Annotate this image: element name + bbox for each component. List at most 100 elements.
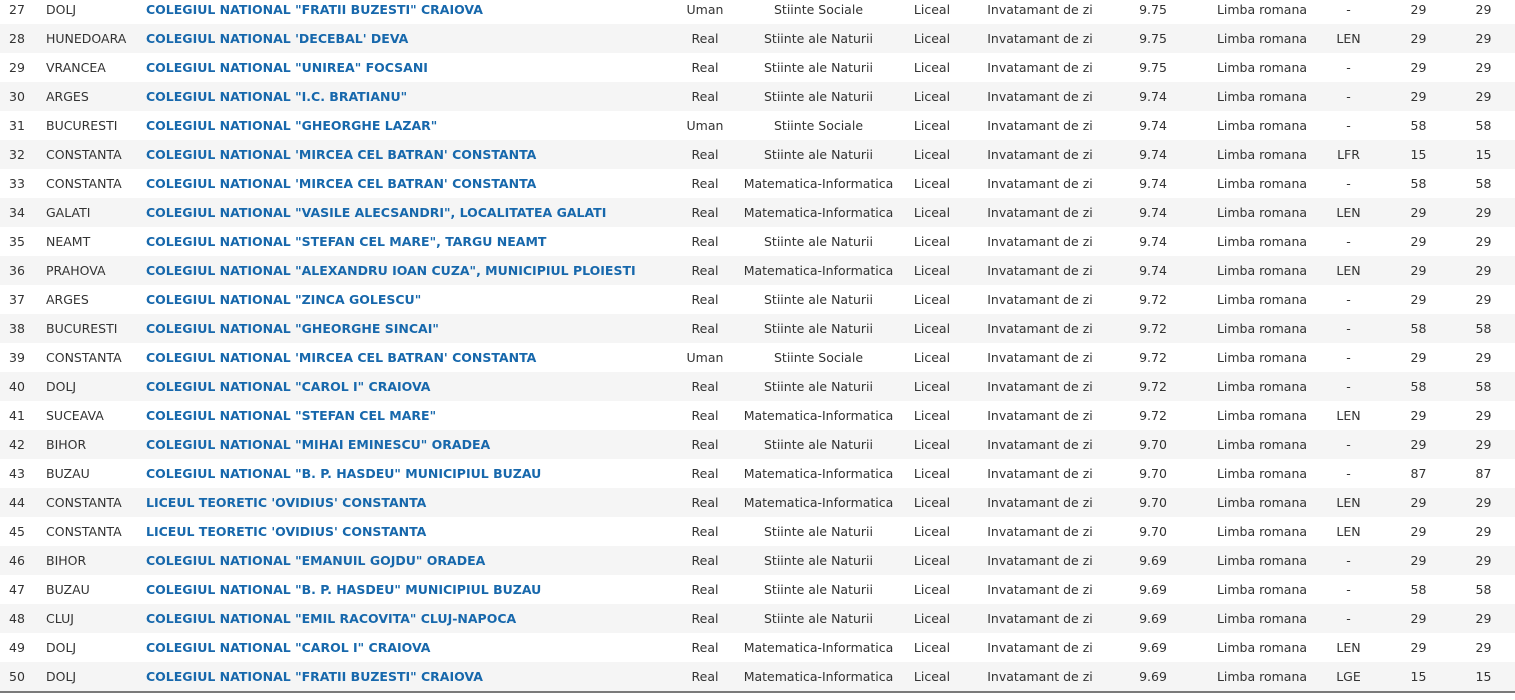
school-link[interactable]: COLEGIUL NATIONAL "MIHAI EMINESCU" ORADE… [146,437,491,452]
cell-level: Liceal [913,553,951,568]
cell-rank: 37 [9,292,25,307]
cell-county: HUNEDOARA [46,31,127,46]
cell-school: COLEGIUL NATIONAL "STEFAN CEL MARE", TAR… [138,227,651,256]
school-link[interactable]: COLEGIUL NATIONAL 'MIRCEA CEL BATRAN' CO… [146,350,537,365]
cell-grade: 9.69 [1139,611,1167,626]
cell-grade: 9.72 [1139,408,1167,423]
cell-level: Liceal [913,582,951,597]
cell-level: Liceal [913,408,951,423]
school-link[interactable]: COLEGIUL NATIONAL "GHEORGHE LAZAR" [146,118,438,133]
cell-profile: Real [691,263,719,278]
cell-school: COLEGIUL NATIONAL "EMIL RACOVITA" CLUJ-N… [138,604,651,633]
cell-rank: 38 [9,321,25,336]
cell-rank: 39 [9,350,25,365]
cell-grade: 9.74 [1139,205,1167,220]
school-link[interactable]: COLEGIUL NATIONAL "EMIL RACOVITA" CLUJ-N… [146,611,517,626]
cell-school: COLEGIUL NATIONAL "B. P. HASDEU" MUNICIP… [138,459,651,488]
cell-profile: Uman [686,350,724,365]
table-row: 49 DOLJ COLEGIUL NATIONAL "CAROL I" CRAI… [0,633,1515,662]
cell-bilingual-code: LGE [1336,669,1361,684]
cell-specialization: Stiinte ale Naturii [764,31,873,46]
cell-profile: Real [691,60,719,75]
school-link[interactable]: COLEGIUL NATIONAL "CAROL I" CRAIOVA [146,640,431,655]
cell-school: COLEGIUL NATIONAL "ALEXANDRU IOAN CUZA",… [138,256,651,285]
cell-county: BIHOR [46,553,87,568]
cell-county: DOLJ [46,640,77,655]
cell-school: COLEGIUL NATIONAL 'MIRCEA CEL BATRAN' CO… [138,140,651,169]
cell-county: CONSTANTA [46,524,122,539]
cell-grade: 9.70 [1139,437,1167,452]
table-row: 44 CONSTANTA LICEUL TEORETIC 'OVIDIUS' C… [0,488,1515,517]
cell-rank: 40 [9,379,25,394]
table-row: 37 ARGES COLEGIUL NATIONAL "ZINCA GOLESC… [0,285,1515,314]
school-link[interactable]: COLEGIUL NATIONAL "FRATII BUZESTI" CRAIO… [146,669,483,684]
school-link[interactable]: COLEGIUL NATIONAL "GHEORGHE SINCAI" [146,321,439,336]
cell-school: COLEGIUL NATIONAL "CAROL I" CRAIOVA [138,372,651,401]
school-link[interactable]: COLEGIUL NATIONAL "B. P. HASDEU" MUNICIP… [146,582,542,597]
cell-admitted: 58 [1475,379,1492,394]
cell-level: Liceal [913,321,951,336]
cell-school: COLEGIUL NATIONAL "STEFAN CEL MARE" [138,401,651,430]
school-link[interactable]: COLEGIUL NATIONAL "CAROL I" CRAIOVA [146,379,431,394]
cell-admitted: 29 [1475,263,1492,278]
cell-school: COLEGIUL NATIONAL 'MIRCEA CEL BATRAN' CO… [138,343,651,372]
cell-profile: Real [691,31,719,46]
cell-specialization: Stiinte ale Naturii [764,60,873,75]
cell-bilingual-code: LEN [1336,640,1361,655]
school-link[interactable]: COLEGIUL NATIONAL "I.C. BRATIANU" [146,89,408,104]
cell-profile: Real [691,582,719,597]
table-row: 30 ARGES COLEGIUL NATIONAL "I.C. BRATIAN… [0,82,1515,111]
cell-admitted: 29 [1475,350,1492,365]
cell-form: Invatamant de zi [987,408,1093,423]
cell-profile: Real [691,466,719,481]
table-row: 42 BIHOR COLEGIUL NATIONAL "MIHAI EMINES… [0,430,1515,459]
school-link[interactable]: COLEGIUL NATIONAL "ALEXANDRU IOAN CUZA",… [146,263,636,278]
cell-specialization: Stiinte ale Naturii [764,147,873,162]
school-link[interactable]: COLEGIUL NATIONAL "FRATII BUZESTI" CRAIO… [146,2,483,17]
cell-form: Invatamant de zi [987,350,1093,365]
cell-admitted: 29 [1475,553,1492,568]
school-link[interactable]: COLEGIUL NATIONAL "STEFAN CEL MARE", TAR… [146,234,547,249]
cell-grade: 9.69 [1139,669,1167,684]
cell-level: Liceal [913,234,951,249]
cell-language: Limba romana [1216,234,1308,249]
cell-specialization: Matematica-Informatica [743,669,894,684]
school-link[interactable]: COLEGIUL NATIONAL "EMANUIL GOJDU" ORADEA [146,553,486,568]
school-link[interactable]: COLEGIUL NATIONAL 'MIRCEA CEL BATRAN' CO… [146,176,537,191]
school-link[interactable]: COLEGIUL NATIONAL 'MIRCEA CEL BATRAN' CO… [146,147,537,162]
school-link[interactable]: COLEGIUL NATIONAL "VASILE ALECSANDRI", L… [146,205,607,220]
school-link[interactable]: COLEGIUL NATIONAL "ZINCA GOLESCU" [146,292,422,307]
cell-school: COLEGIUL NATIONAL "CAROL I" CRAIOVA [138,633,651,662]
table-row: 45 CONSTANTA LICEUL TEORETIC 'OVIDIUS' C… [0,517,1515,546]
school-link[interactable]: COLEGIUL NATIONAL 'DECEBAL' DEVA [146,31,409,46]
school-link[interactable]: LICEUL TEORETIC 'OVIDIUS' CONSTANTA [146,524,427,539]
cell-specialization: Matematica-Informatica [743,466,894,481]
school-link[interactable]: COLEGIUL NATIONAL "UNIREA" FOCSANI [146,60,428,75]
table-row: 35 NEAMT COLEGIUL NATIONAL "STEFAN CEL M… [0,227,1515,256]
cell-bilingual-code: - [1346,176,1351,191]
cell-school: LICEUL TEORETIC 'OVIDIUS' CONSTANTA [138,517,651,546]
cell-admitted: 58 [1475,321,1492,336]
table-row: 40 DOLJ COLEGIUL NATIONAL "CAROL I" CRAI… [0,372,1515,401]
cell-form: Invatamant de zi [987,495,1093,510]
school-link[interactable]: COLEGIUL NATIONAL "B. P. HASDEU" MUNICIP… [146,466,542,481]
cell-rank: 47 [9,582,25,597]
cell-profile: Real [691,611,719,626]
cell-admitted: 29 [1475,611,1492,626]
cell-seats: 29 [1410,2,1427,17]
school-link[interactable]: COLEGIUL NATIONAL "STEFAN CEL MARE" [146,408,437,423]
school-link[interactable]: LICEUL TEORETIC 'OVIDIUS' CONSTANTA [146,495,427,510]
cell-profile: Real [691,147,719,162]
cell-grade: 9.74 [1139,118,1167,133]
cell-rank: 32 [9,147,25,162]
cell-grade: 9.72 [1139,379,1167,394]
cell-language: Limba romana [1216,321,1308,336]
cell-profile: Real [691,379,719,394]
table-row: 47 BUZAU COLEGIUL NATIONAL "B. P. HASDEU… [0,575,1515,604]
cell-grade: 9.75 [1139,60,1167,75]
cell-bilingual-code: - [1346,60,1351,75]
cell-admitted: 29 [1475,292,1492,307]
cell-level: Liceal [913,379,951,394]
cell-seats: 15 [1410,147,1427,162]
cell-specialization: Stiinte ale Naturii [764,553,873,568]
